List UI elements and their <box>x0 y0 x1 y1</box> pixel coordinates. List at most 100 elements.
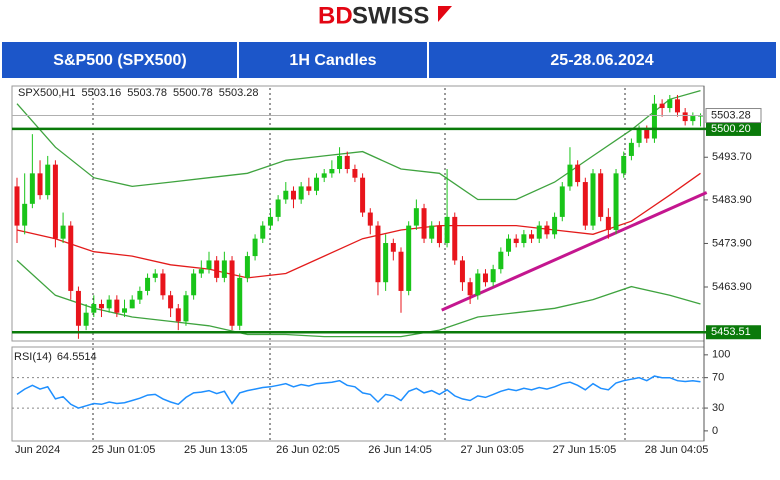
candle-body <box>22 203 28 226</box>
candle-body <box>452 216 458 261</box>
level-label: 5453.51 <box>711 326 751 338</box>
candle-body <box>475 273 481 296</box>
tab-bar <box>2 42 776 78</box>
candle-body <box>129 299 135 309</box>
candle-body <box>429 225 435 239</box>
last-price-box <box>705 108 762 124</box>
candle-body <box>398 251 404 291</box>
info-open: 5503.16 <box>81 87 121 99</box>
candle-body <box>98 303 104 309</box>
y-tick-label: 5483.90 <box>712 194 752 206</box>
candle-body <box>191 273 197 296</box>
level-label-box <box>706 325 761 340</box>
logo-bd: BD <box>318 2 353 29</box>
candle-body <box>52 164 58 239</box>
candle-body <box>60 225 66 239</box>
candle-body <box>68 225 74 291</box>
x-tick-label: 25 Jun 13:05 <box>184 444 248 456</box>
candle-body <box>598 173 604 217</box>
candle-body <box>175 308 181 322</box>
candle-body <box>575 164 581 183</box>
indicator-line <box>16 172 701 279</box>
candle-body <box>421 208 427 239</box>
candle-body <box>321 173 327 178</box>
candle-body <box>306 186 312 191</box>
logo-mark <box>438 6 452 22</box>
x-tick-label: Jun 2024 <box>15 444 60 456</box>
candle-body <box>667 99 673 109</box>
candle-body <box>137 290 143 300</box>
candle-body <box>352 168 358 178</box>
last-price-label: 5503.28 <box>711 109 751 121</box>
candle-body <box>621 155 627 174</box>
candle-body <box>413 208 419 226</box>
candle-body <box>644 129 650 139</box>
candle-body <box>183 295 189 322</box>
level-label-box <box>706 121 761 136</box>
candle-body <box>260 225 266 239</box>
candle-body <box>682 112 688 122</box>
candle-body <box>674 99 680 113</box>
y-tick-label: 5463.90 <box>712 281 752 293</box>
candle-body <box>513 238 519 244</box>
tab-symbol: S&P500 (SPX500) <box>53 52 186 69</box>
candle-body <box>214 260 220 278</box>
rsi-title: RSI(14) 64.5514 <box>14 351 97 363</box>
candle-body <box>636 129 642 143</box>
candle-body <box>244 256 250 278</box>
candle-body <box>651 103 657 139</box>
tab-dates: 25-28.06.2024 <box>550 52 653 69</box>
tab-timeframe: 1H Candles <box>289 52 376 69</box>
candle-body <box>659 103 665 109</box>
candle-body <box>690 116 696 122</box>
candle-body <box>267 216 273 226</box>
candle-body <box>283 190 289 200</box>
candle-body <box>375 225 381 283</box>
candle-body <box>567 164 573 187</box>
candle-body <box>75 290 81 326</box>
candle-body <box>29 173 35 204</box>
candle-body <box>290 190 296 200</box>
candle-body <box>106 299 112 309</box>
y-tick-label: 30 <box>712 402 724 414</box>
candle-body <box>406 225 412 291</box>
candle-body <box>237 277 243 326</box>
x-tick-label: 25 Jun 01:05 <box>92 444 156 456</box>
rsi-panel <box>11 346 705 442</box>
indicator-line <box>16 259 701 338</box>
candle-body <box>337 155 343 169</box>
candle-body <box>160 273 166 296</box>
candle-body <box>544 225 550 235</box>
info-high: 5503.78 <box>127 87 167 99</box>
candle-body <box>275 199 281 217</box>
candle-body <box>168 295 174 309</box>
candle-body <box>582 182 588 226</box>
candle-body <box>628 142 634 156</box>
candle-body <box>605 216 611 230</box>
candle-body <box>590 173 596 226</box>
candle-body <box>529 234 535 239</box>
candle-body <box>559 186 565 217</box>
x-tick-label: 27 Jun 03:05 <box>460 444 524 456</box>
candle-body <box>114 299 120 313</box>
rsi-value: 64.5514 <box>57 351 97 363</box>
y-tick-label: 0 <box>712 425 718 437</box>
candle-body <box>37 173 43 196</box>
candle-body <box>490 269 496 283</box>
x-tick-label: 27 Jun 15:05 <box>553 444 617 456</box>
candle-body <box>221 260 227 278</box>
indicator-line <box>16 89 701 201</box>
candle-body <box>91 303 97 313</box>
x-tick-label: 26 Jun 02:05 <box>276 444 340 456</box>
candle-body <box>14 186 20 226</box>
x-tick-label: 26 Jun 14:05 <box>368 444 432 456</box>
chart-info: SPX500,H1 5503.16 5503.78 5500.78 5503.28 <box>18 87 259 99</box>
rsi-name: RSI(14) <box>14 351 52 363</box>
candle-body <box>329 168 335 174</box>
candle-body <box>198 269 204 274</box>
rsi-line <box>16 375 701 409</box>
x-tick-label: 28 Jun 04:05 <box>645 444 709 456</box>
candle-body <box>314 177 320 191</box>
candle-body <box>521 234 527 244</box>
